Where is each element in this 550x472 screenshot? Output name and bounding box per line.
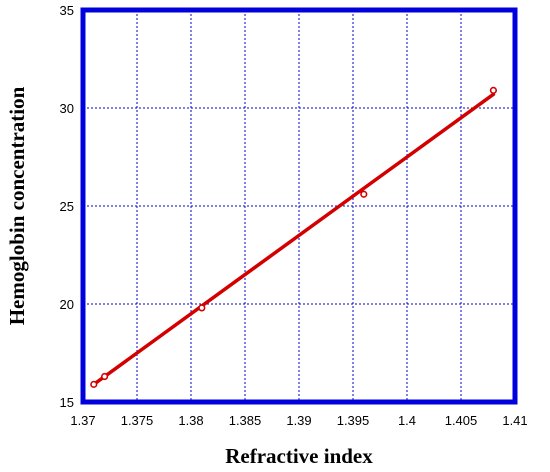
y-tick-label: 20 bbox=[60, 297, 74, 312]
x-tick-label: 1.37 bbox=[70, 413, 95, 428]
x-tick-label: 1.385 bbox=[229, 413, 262, 428]
x-axis-title: Refractive index bbox=[225, 444, 373, 468]
x-tick-labels: 1.37 1.375 1.38 1.385 1.39 1.395 1.4 1.405 1.41 bbox=[70, 413, 527, 428]
y-tick-label: 15 bbox=[60, 395, 74, 410]
data-point bbox=[360, 190, 368, 198]
y-tick-label: 35 bbox=[60, 3, 74, 18]
plot-frame bbox=[80, 7, 518, 405]
fit-line bbox=[92, 92, 496, 387]
y-axis-title: Hemoglobin concentration bbox=[5, 86, 29, 325]
data-point bbox=[90, 380, 98, 388]
y-tick-label: 25 bbox=[60, 199, 74, 214]
x-tick-label: 1.395 bbox=[337, 413, 370, 428]
x-tick-label: 1.375 bbox=[121, 413, 154, 428]
series-layer bbox=[90, 86, 498, 388]
grid bbox=[83, 10, 515, 402]
x-tick-label: 1.39 bbox=[286, 413, 311, 428]
y-tick-label: 30 bbox=[60, 101, 74, 116]
data-point bbox=[489, 86, 498, 94]
x-tick-label: 1.38 bbox=[178, 413, 203, 428]
x-tick-label: 1.405 bbox=[445, 413, 478, 428]
data-point bbox=[198, 304, 206, 312]
y-tick-labels: 15 20 25 30 35 bbox=[60, 3, 74, 410]
x-tick-label: 1.4 bbox=[398, 413, 416, 428]
data-point bbox=[100, 372, 109, 381]
x-tick-label: 1.41 bbox=[502, 413, 527, 428]
